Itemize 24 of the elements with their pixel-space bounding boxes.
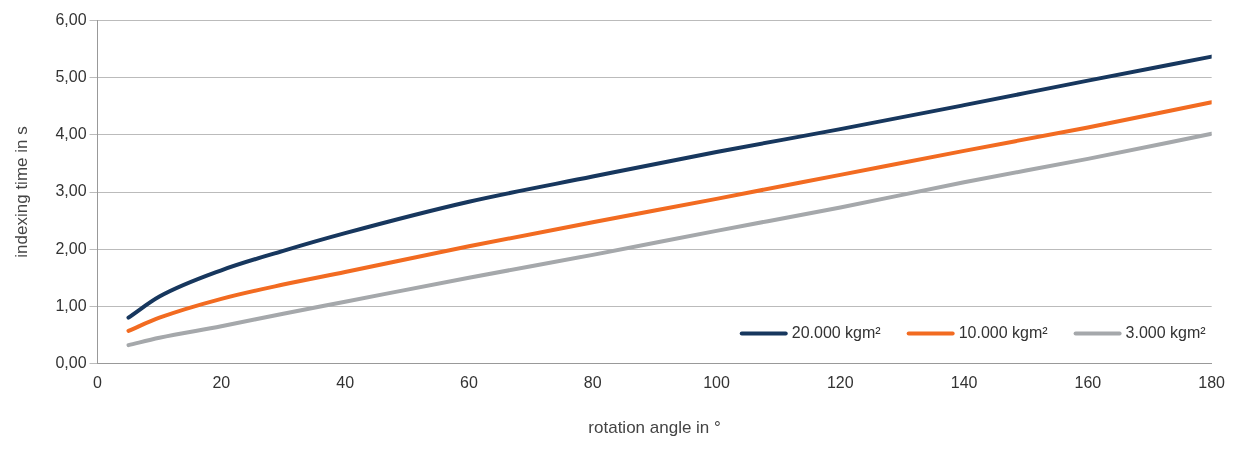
- y-tick-label: 0,00: [55, 353, 87, 371]
- x-tick-label: 40: [336, 374, 355, 392]
- y-axis-title: indexing time in s: [11, 126, 31, 258]
- x-tick-label: 0: [93, 374, 103, 392]
- y-tick-label: 5,00: [55, 68, 87, 86]
- line-series: [126, 54, 1212, 320]
- y-tick-label: 4,00: [55, 125, 87, 143]
- line-series: [126, 131, 1212, 348]
- x-tick-label: 60: [460, 374, 478, 392]
- y-tick-label: 3,00: [55, 182, 87, 200]
- legend-label: 3.000 kgm²: [1125, 323, 1207, 341]
- y-tick-label: 2,00: [55, 239, 87, 257]
- x-tick-label: 120: [826, 374, 854, 392]
- x-tick-label: 180: [1198, 374, 1226, 392]
- x-tick-label: 20: [212, 374, 231, 392]
- x-tick-label: 80: [583, 374, 602, 392]
- x-tick-label: 160: [1074, 374, 1102, 392]
- y-tick-label: 6,00: [55, 11, 87, 29]
- y-tick-label: 1,00: [55, 296, 87, 314]
- legend-label: 10.000 kgm²: [958, 323, 1049, 341]
- x-axis-title: rotation angle in °: [588, 418, 721, 438]
- legend-label: 20.000 kgm²: [791, 323, 882, 341]
- x-tick-label: 140: [950, 374, 978, 392]
- x-tick-label: 100: [703, 374, 730, 392]
